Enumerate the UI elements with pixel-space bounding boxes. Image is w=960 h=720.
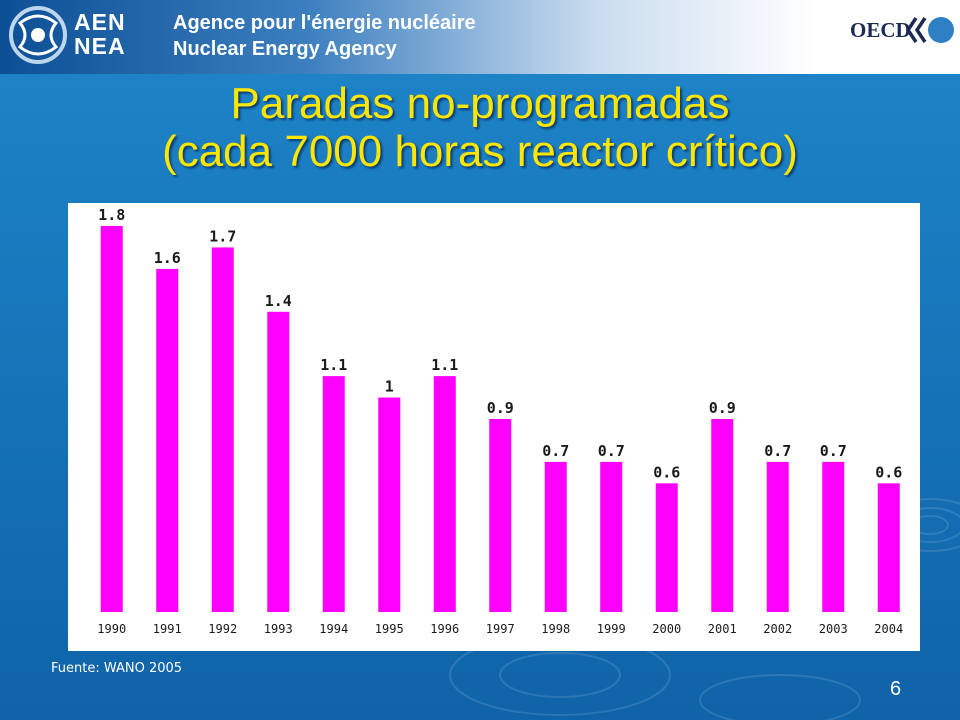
oecd-label: OECD (850, 18, 911, 42)
header-banner: AEN NEA Agence pour l'énergie nucléaire … (0, 0, 960, 74)
bar-2003 (822, 461, 845, 612)
bar-chart: 1.8 1990 1.6 1991 1.7 1992 1.4 1993 1.1 1994 1 1995… (97, 206, 903, 636)
bar-1990 (100, 226, 123, 612)
bar-value-label-2001: 0.9 (709, 399, 736, 417)
bar-value-label-1995: 1 (385, 378, 394, 396)
x-tick-label-2001: 2001 (708, 622, 737, 636)
nea-logo-icon (9, 6, 67, 64)
bar-1992 (211, 247, 234, 612)
x-tick-label-1992: 1992 (208, 622, 237, 636)
x-tick-label-2003: 2003 (819, 622, 848, 636)
bar-value-label-2004: 0.6 (875, 463, 902, 481)
bar-value-label-1997: 0.9 (487, 399, 514, 417)
bar-value-label-1992: 1.7 (209, 227, 236, 245)
x-tick-label-2000: 2000 (652, 622, 681, 636)
logo-text-nea: NEA (74, 33, 126, 59)
bar-2004 (877, 483, 900, 612)
x-tick-label-1993: 1993 (264, 622, 293, 636)
agency-name-french: Agence pour l'énergie nucléaire (173, 12, 476, 34)
page-number: 6 (890, 678, 902, 700)
bar-value-label-1996: 1.1 (431, 356, 458, 374)
bar-2000 (655, 483, 678, 612)
oecd-logo-icon (906, 17, 954, 43)
x-tick-label-1996: 1996 (430, 622, 459, 636)
bar-1996 (433, 376, 456, 612)
bar-value-label-1991: 1.6 (154, 249, 181, 267)
bar-1995 (378, 397, 401, 612)
bar-value-label-1998: 0.7 (542, 442, 569, 460)
logo-text-aen: AEN (74, 9, 126, 35)
bar-1994 (322, 376, 345, 612)
x-tick-label-2004: 2004 (874, 622, 903, 636)
bar-2001 (711, 419, 734, 612)
agency-name-english: Nuclear Energy Agency (173, 38, 397, 60)
x-tick-label-1994: 1994 (319, 622, 348, 636)
source-note: Fuente: WANO 2005 (51, 661, 183, 676)
bar-2002 (766, 461, 789, 612)
x-tick-label-1997: 1997 (486, 622, 515, 636)
bar-1991 (156, 268, 179, 612)
bar-value-label-2003: 0.7 (820, 442, 847, 460)
chart-panel: 1.8 1990 1.6 1991 1.7 1992 1.4 1993 1.1 1994 1 1995… (68, 203, 920, 651)
bar-value-label-1994: 1.1 (320, 356, 347, 374)
title-line-1: Paradas no-programadas (230, 79, 730, 128)
x-tick-label-1991: 1991 (153, 622, 182, 636)
bar-value-label-2000: 0.6 (653, 463, 680, 481)
slide-title: Paradas no-programadas (cada 7000 horas … (0, 80, 960, 176)
title-line-2: (cada 7000 horas reactor crítico) (162, 127, 798, 176)
logo-wordmark: AEN NEA (74, 10, 126, 58)
bar-value-label-1999: 0.7 (598, 442, 625, 460)
x-tick-label-1998: 1998 (541, 622, 570, 636)
bar-value-label-1990: 1.8 (98, 206, 125, 224)
bar-value-label-1993: 1.4 (265, 292, 292, 310)
x-tick-label-1990: 1990 (97, 622, 126, 636)
bar-1993 (267, 311, 290, 612)
bar-1998 (544, 461, 567, 612)
x-tick-label-2002: 2002 (763, 622, 792, 636)
bar-1997 (489, 419, 512, 612)
bar-value-label-2002: 0.7 (764, 442, 791, 460)
bar-1999 (600, 461, 623, 612)
x-tick-label-1999: 1999 (597, 622, 626, 636)
x-tick-label-1995: 1995 (375, 622, 404, 636)
